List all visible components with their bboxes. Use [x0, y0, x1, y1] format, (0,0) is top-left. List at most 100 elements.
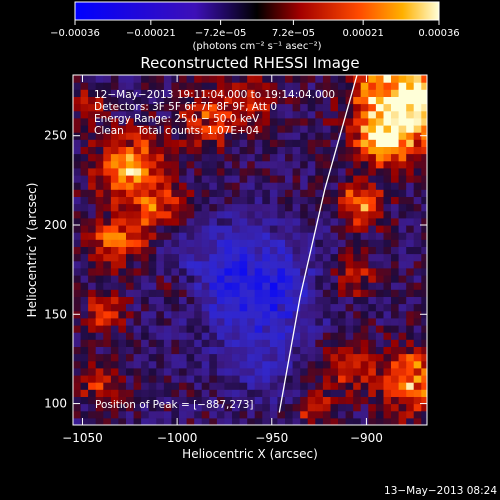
heatmap-cell	[247, 225, 256, 233]
heatmap-cell	[391, 217, 400, 226]
heatmap-cell	[254, 410, 263, 419]
heatmap-cell	[141, 75, 150, 83]
heatmap-cell	[307, 282, 316, 290]
heatmap-cell	[285, 267, 294, 276]
heatmap-cell	[375, 310, 385, 319]
heatmap-cell	[360, 382, 369, 390]
heatmap-cell	[413, 246, 422, 255]
heatmap-cell	[103, 203, 112, 212]
heatmap-cell	[103, 103, 112, 112]
heatmap-cell	[148, 310, 157, 319]
heatmap-cell	[80, 382, 89, 390]
heatmap-cell	[73, 382, 82, 390]
heatmap-cell	[315, 160, 324, 169]
heatmap-cell	[141, 125, 150, 133]
heatmap-cell	[141, 417, 150, 425]
heatmap-cell	[126, 96, 135, 105]
heatmap-cell	[368, 232, 377, 240]
heatmap-cell	[345, 232, 354, 240]
heatmap-cell	[285, 139, 294, 147]
heatmap-cell	[141, 353, 150, 362]
heatmap-cell	[368, 396, 377, 405]
heatmap-cell	[254, 403, 263, 412]
heatmap-cell	[285, 332, 294, 340]
heatmap-cell	[126, 182, 135, 190]
heatmap-cell	[141, 382, 150, 390]
heatmap-cell	[103, 189, 112, 197]
info-line-counts: Clean Total counts: 1.07E+04	[94, 125, 259, 137]
heatmap-cell	[232, 196, 241, 205]
heatmap-cell	[391, 225, 400, 233]
heatmap-cell	[103, 325, 112, 333]
heatmap-cell	[307, 325, 316, 333]
heatmap-cell	[156, 175, 165, 183]
heatmap-cell	[406, 89, 415, 97]
heatmap-cell	[194, 282, 203, 290]
heatmap-cell	[391, 353, 400, 362]
heatmap-cell	[398, 217, 407, 226]
heatmap-cell	[118, 182, 127, 190]
heatmap-cell	[186, 367, 195, 376]
heatmap-cell	[375, 139, 385, 147]
heatmap-cell	[110, 289, 120, 297]
heatmap-cell	[285, 239, 294, 247]
heatmap-cell	[141, 289, 150, 297]
heatmap-cell	[148, 253, 157, 262]
heatmap-cell	[413, 303, 422, 312]
heatmap-cell	[194, 160, 203, 169]
heatmap-cell	[322, 96, 332, 105]
heatmap-cell	[383, 210, 392, 219]
heatmap-cell	[201, 289, 210, 297]
heatmap-cell	[262, 110, 271, 119]
heatmap-cell	[95, 310, 104, 319]
heatmap-cell	[247, 417, 256, 425]
heatmap-cell	[209, 260, 218, 269]
heatmap-cell	[148, 239, 157, 247]
heatmap-cell	[186, 175, 195, 183]
heatmap-cell	[201, 303, 210, 312]
heatmap-cell	[80, 360, 89, 369]
heatmap-cell	[179, 203, 188, 212]
heatmap-cell	[201, 182, 210, 190]
heatmap-cell	[353, 196, 362, 205]
heatmap-cell	[262, 389, 271, 397]
heatmap-cell	[103, 289, 112, 297]
heatmap-cell	[186, 232, 195, 240]
heatmap-cell	[391, 346, 400, 355]
heatmap-cell	[179, 239, 188, 247]
heatmap-cell	[133, 260, 142, 269]
heatmap-cell	[141, 225, 150, 233]
heatmap-cell	[383, 96, 392, 105]
heatmap-cell	[307, 125, 316, 133]
heatmap-cell	[80, 132, 89, 140]
heatmap-cell	[126, 310, 135, 319]
heatmap-cell	[406, 125, 415, 133]
heatmap-cell	[338, 296, 347, 305]
heatmap-cell	[103, 182, 112, 190]
heatmap-cell	[353, 346, 362, 355]
heatmap-cell	[95, 317, 104, 326]
heatmap-cell	[285, 203, 294, 212]
heatmap-cell	[383, 225, 392, 233]
heatmap-cell	[383, 110, 392, 119]
heatmap-cell	[375, 410, 385, 419]
heatmap-cell	[171, 117, 180, 126]
heatmap-cell	[421, 353, 427, 362]
heatmap-cell	[383, 103, 392, 112]
heatmap-cell	[216, 253, 226, 262]
heatmap-cell	[406, 139, 415, 147]
heatmap-cell	[292, 317, 301, 326]
heatmap-cell	[224, 289, 233, 297]
heatmap-cell	[163, 246, 173, 255]
heatmap-cell	[141, 332, 150, 340]
heatmap-cell	[300, 403, 309, 412]
heatmap-cell	[254, 289, 263, 297]
heatmap-cell	[292, 160, 301, 169]
heatmap-cell	[247, 103, 256, 112]
heatmap-cell	[315, 239, 324, 247]
heatmap-cell	[239, 132, 248, 140]
heatmap-cell	[338, 367, 347, 376]
heatmap-cell	[368, 253, 377, 262]
heatmap-cell	[239, 160, 248, 169]
heatmap-cell	[368, 367, 377, 376]
